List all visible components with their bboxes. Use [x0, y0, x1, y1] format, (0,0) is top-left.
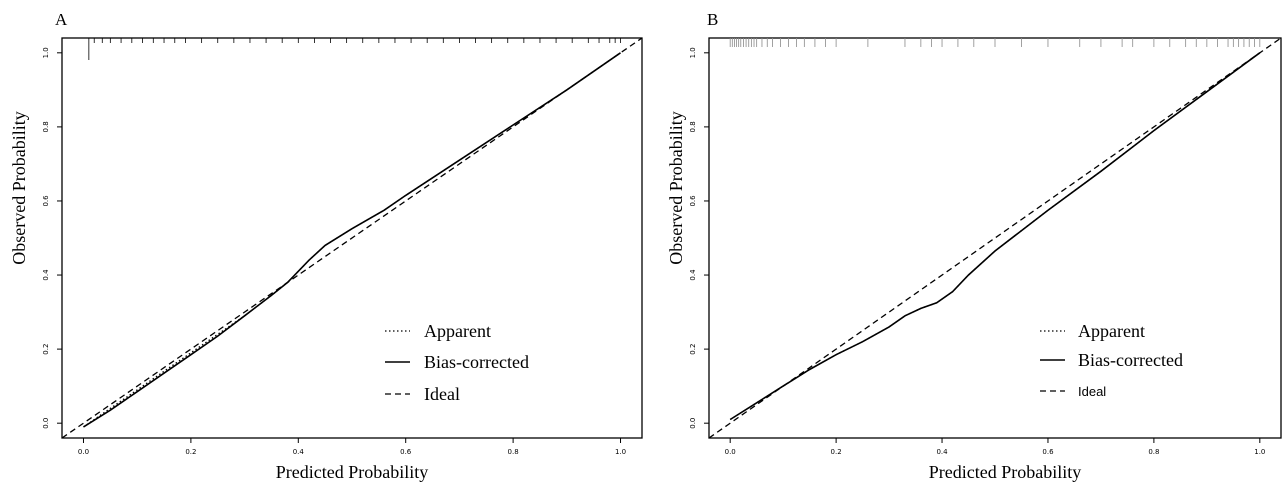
y-axis-title-b: Observed Probability: [666, 111, 686, 264]
y-tick-label-b: 0.0: [689, 418, 697, 429]
rug-ticks-b: [729, 38, 1261, 47]
x-tick-label-a: 0.6: [400, 448, 412, 456]
y-tick-label-a: 1.0: [42, 47, 50, 58]
x-tick-label-b: 0.8: [1148, 448, 1159, 456]
legend-b: Apparent Bias-corrected Ideal: [1040, 321, 1183, 399]
series-lines-b: [709, 38, 1281, 438]
legend-label-ideal-a: Ideal: [424, 384, 460, 404]
y-tick-label-b: 1.0: [689, 47, 697, 58]
y-ticks-b: 0.0 0.2 0.4 0.6 0.8 1.0: [689, 47, 709, 429]
x-tick-label-b: 0.4: [936, 448, 948, 456]
legend-a: Apparent Bias-corrected Ideal: [385, 321, 529, 404]
x-axis-title-b: Predicted Probability: [929, 462, 1081, 482]
series-line-ideal-b: [709, 38, 1281, 438]
x-tick-label-b: 1.0: [1254, 448, 1265, 456]
panel-label-b: B: [707, 10, 718, 29]
x-tick-label-b: 0.6: [1042, 448, 1054, 456]
panel-b: B 0.0 0.2 0.4 0.6 0.8 1.0 0.00.20.40.60.81.0 …: [666, 10, 1282, 482]
series-line-bias-corrected-b: [729, 52, 1261, 421]
rug-ticks-a: [88, 38, 621, 60]
y-tick-label-b: 0.8: [689, 121, 697, 132]
y-tick-label-b: 0.2: [689, 344, 697, 355]
legend-label-apparent-b: Apparent: [1078, 321, 1145, 341]
legend-label-bias-corrected-b: Bias-corrected: [1078, 350, 1183, 370]
x-ticks-a: 0.0 0.2 0.4 0.6 0.8 1.0: [78, 438, 626, 456]
y-tick-label-b: 0.6: [689, 195, 697, 207]
x-tick-label-a: 0.2: [185, 448, 196, 456]
legend-label-bias-corrected-a: Bias-corrected: [424, 352, 529, 372]
legend-label-ideal-b: Ideal: [1078, 384, 1106, 399]
x-tick-label-a: 0.0: [78, 448, 89, 456]
y-tick-label-a: 0.4: [42, 269, 50, 281]
x-tick-label-a: 0.8: [508, 448, 519, 456]
y-tick-label-a: 0.8: [42, 121, 50, 132]
series-lines-a: [62, 38, 642, 438]
x-tick-label-a: 1.0: [615, 448, 626, 456]
series-line-ideal-a: [62, 38, 642, 438]
legend-label-apparent-a: Apparent: [424, 321, 491, 341]
x-axis-title-a: Predicted Probability: [276, 462, 428, 482]
y-tick-label-a: 0.6: [42, 195, 50, 207]
y-axis-title-a: Observed Probability: [9, 111, 29, 264]
panel-label-a: A: [55, 10, 68, 29]
plot-frame-a: [61, 37, 643, 439]
x-tick-label-b: 0.2: [831, 448, 842, 456]
x-tick-label-a: 0.4: [293, 448, 305, 456]
y-tick-label-b: 0.4: [689, 269, 697, 281]
x-tick-label-b: 0.0: [725, 448, 736, 456]
panel-a: A 0.0 0.2 0.4 0.6 0.8 1.0 0.00.20.40.60.81.0 …: [9, 10, 643, 482]
y-ticks-a: 0.0 0.2 0.4 0.6 0.8 1.0: [42, 47, 62, 429]
y-tick-label-a: 0.0: [42, 418, 50, 429]
x-ticks-b: 0.0 0.2 0.4 0.6 0.8 1.0: [725, 438, 1265, 456]
series-line-bias-corrected-a: [83, 52, 621, 428]
y-tick-label-a: 0.2: [42, 344, 50, 355]
